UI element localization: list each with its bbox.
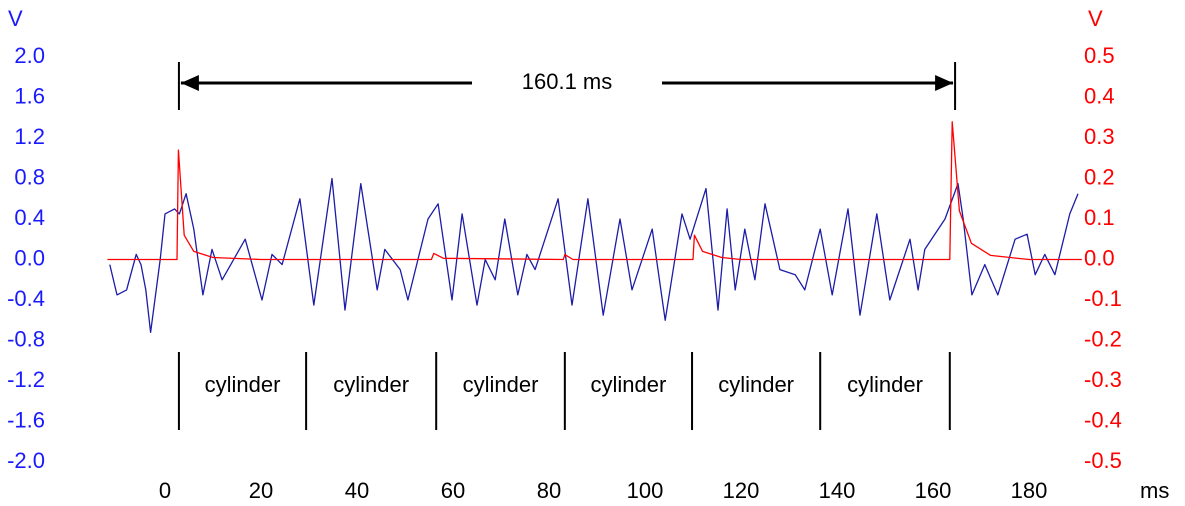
x-tick-label: 100 [627,478,664,503]
y2-tick-label: -0.4 [1084,407,1122,432]
x-tick-label: 40 [345,478,369,503]
y-tick-label: -2.0 [7,448,45,473]
y-tick-label: 0.8 [14,164,45,189]
x-tick-label: 160 [915,478,952,503]
segment-label: cylinder [205,372,281,397]
y2-tick-label: 0.0 [1084,245,1115,270]
arrow-head [935,75,954,91]
y2-tick-label: -0.3 [1084,367,1122,392]
segment-label: cylinder [591,372,667,397]
x-tick-label: 180 [1011,478,1048,503]
x-tick-label: 0 [159,478,171,503]
segment-label: cylinder [847,372,923,397]
x-tick-label: 60 [441,478,465,503]
x-tick-label: 140 [819,478,856,503]
y-tick-label: 0.4 [14,205,45,230]
annotation-label: 160.1 ms [522,69,613,94]
segment-label: cylinder [463,372,539,397]
segment-label: cylinder [718,372,794,397]
y-tick-label: -0.8 [7,326,45,351]
y-axis-label: V [8,6,23,31]
y-tick-label: 1.6 [14,83,45,108]
y2-tick-label: -0.2 [1084,326,1122,351]
segment-label: cylinder [333,372,409,397]
y2-tick-label: 0.4 [1084,83,1115,108]
y2-axis-label: V [1088,6,1103,31]
x-tick-label: 80 [537,478,561,503]
y2-tick-label: 0.2 [1084,164,1115,189]
y2-tick-label: 0.3 [1084,124,1115,149]
y-tick-label: -0.4 [7,286,45,311]
arrow-head [180,75,199,91]
y2-tick-label: 0.5 [1084,43,1115,68]
x-tick-label: 20 [249,478,273,503]
y2-tick-label: -0.1 [1084,286,1122,311]
y2-tick-label: -0.5 [1084,448,1122,473]
x-tick-label: 120 [723,478,760,503]
y-tick-label: -1.2 [7,367,45,392]
y-tick-label: 1.2 [14,124,45,149]
line-series [107,121,1082,261]
y-tick-label: -1.6 [7,407,45,432]
x-axis-label: ms [1140,478,1169,503]
line-series [109,177,1079,334]
y-tick-label: 0.0 [14,245,45,270]
y2-tick-label: 0.1 [1084,205,1115,230]
y-tick-label: 2.0 [14,43,45,68]
